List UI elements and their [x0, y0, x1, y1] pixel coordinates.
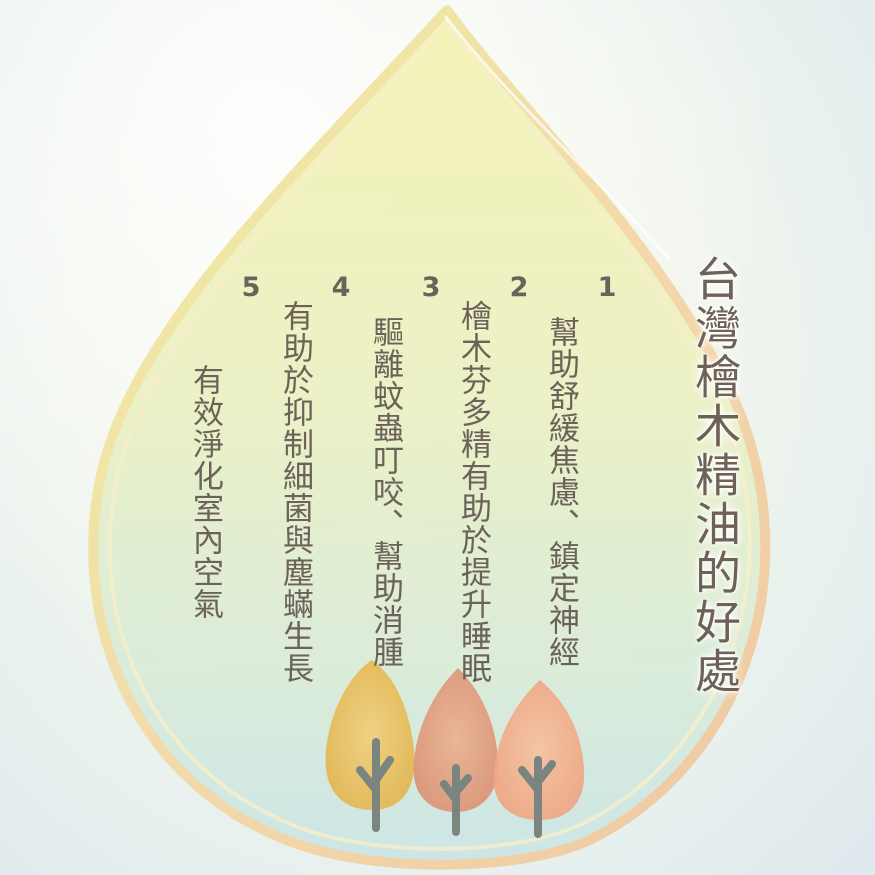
benefit-item-2: 2 檜木芬多精有助於提升睡眠 — [455, 272, 542, 712]
tree-illustration — [325, 660, 585, 838]
benefit-item-1: 1 幫助舒緩焦慮、鎮定神經 — [543, 272, 630, 712]
benefit-text: 驅離蚊蟲叮咬、幫助消腫 — [367, 316, 403, 668]
benefit-text: 有助於抑制細菌與塵蟎生長 — [277, 300, 313, 684]
benefit-item-5: 5 有效淨化室內空氣 — [187, 272, 274, 712]
benefit-number: 4 — [331, 272, 351, 303]
benefit-item-3: 3 驅離蚊蟲叮咬、幫助消腫 — [367, 272, 454, 712]
benefit-text: 檜木芬多精有助於提升睡眠 — [455, 300, 491, 684]
page-title: 台灣檜木精油的好處 — [688, 254, 742, 696]
benefit-item-4: 4 有助於抑制細菌與塵蟎生長 — [277, 272, 364, 712]
benefit-text: 有效淨化室內空氣 — [187, 364, 223, 620]
benefit-text: 幫助舒緩焦慮、鎮定神經 — [543, 316, 579, 668]
benefit-number: 5 — [241, 272, 261, 303]
benefit-number: 2 — [509, 272, 529, 303]
benefit-number: 3 — [421, 272, 441, 303]
benefit-number: 1 — [597, 272, 617, 303]
water-drop-shape — [88, 5, 771, 870]
